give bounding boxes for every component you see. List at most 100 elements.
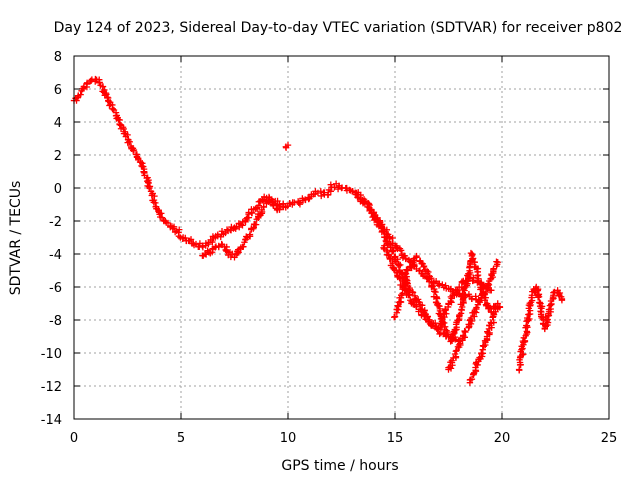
data-point [304, 194, 312, 201]
data-point [274, 197, 281, 205]
data-point [158, 210, 165, 217]
data-point [129, 147, 137, 154]
data-point [284, 141, 292, 149]
data-point [453, 347, 460, 354]
data-point [444, 328, 451, 336]
data-point [425, 268, 432, 276]
data-point [318, 192, 325, 200]
data-point [454, 287, 461, 294]
data-point [406, 284, 413, 292]
data-point [402, 255, 409, 262]
data-point [387, 244, 394, 251]
data-point [137, 159, 145, 166]
data-point [175, 232, 183, 240]
plot-frame [73, 55, 610, 420]
data-point [423, 267, 431, 275]
data-point [405, 291, 413, 299]
data-point [461, 327, 468, 335]
data-point [240, 243, 247, 250]
data-point [404, 267, 411, 274]
data-point [481, 297, 489, 304]
data-point [460, 332, 467, 339]
data-point [327, 188, 334, 195]
data-point [426, 276, 433, 283]
data-point [442, 282, 449, 289]
data-points [70, 75, 566, 386]
data-point [246, 231, 254, 238]
data-point [430, 285, 438, 293]
data-point [436, 280, 443, 287]
x-tick-label: 0 [70, 431, 78, 446]
y-tick-label: -2 [49, 215, 62, 230]
data-point [394, 302, 401, 309]
data-point [394, 256, 401, 263]
data-point [187, 236, 195, 243]
data-point [472, 367, 479, 374]
data-point [486, 304, 493, 312]
data-point [133, 151, 141, 158]
data-point [534, 294, 542, 301]
data-point [413, 252, 420, 260]
data-point [282, 202, 290, 210]
data-point [441, 323, 449, 330]
data-point [467, 320, 475, 328]
data-point [467, 314, 475, 322]
data-point [146, 184, 153, 192]
data-point [494, 259, 501, 266]
data-point [520, 350, 527, 358]
data-point [521, 337, 529, 344]
data-point [536, 299, 543, 306]
data-point [397, 261, 404, 269]
y-axis-title: SDTVAR / TECUs [8, 181, 24, 296]
y-tick-label: -8 [49, 314, 62, 329]
data-point [389, 234, 396, 242]
data-point [372, 215, 379, 223]
data-point [125, 138, 133, 146]
data-point [83, 79, 91, 87]
data-point [496, 303, 504, 310]
x-tick-label: 5 [177, 431, 185, 446]
y-tick-label: -14 [41, 413, 62, 428]
data-point [370, 216, 378, 224]
y-tick-label: 2 [54, 149, 62, 164]
data-point [218, 228, 226, 235]
data-point [469, 255, 477, 262]
data-point [462, 328, 469, 336]
data-point [116, 120, 123, 128]
data-point [406, 263, 414, 270]
data-point [324, 191, 331, 199]
data-point [468, 317, 476, 325]
data-point [474, 301, 482, 308]
data-point [451, 350, 459, 358]
chart-title: Day 124 of 2023, Sidereal Day-to-day VTE… [54, 20, 623, 36]
data-point [437, 315, 445, 323]
data-point [87, 77, 95, 84]
data-point [248, 209, 255, 217]
data-point [420, 263, 427, 271]
y-tick-label: 8 [54, 50, 62, 65]
x-tick-label: 15 [387, 431, 404, 446]
data-point [432, 288, 439, 296]
data-point [462, 292, 469, 300]
data-point [321, 189, 328, 196]
data-point [169, 225, 176, 232]
data-point [523, 314, 531, 322]
data-point [252, 221, 260, 228]
data-point [447, 365, 455, 372]
data-point [460, 291, 468, 298]
data-point [410, 258, 417, 266]
data-point [260, 203, 268, 211]
y-tick-label: -6 [49, 281, 62, 296]
data-point [232, 225, 239, 232]
x-axis-title: GPS time / hours [281, 458, 398, 474]
data-point [209, 238, 216, 246]
data-point [448, 357, 456, 364]
data-point [259, 196, 266, 204]
y-tick-label: -4 [49, 248, 62, 263]
data-point [77, 91, 84, 98]
data-point [474, 272, 481, 280]
data-point [448, 337, 456, 345]
data-point [467, 376, 474, 383]
y-tick-label: -10 [41, 347, 62, 362]
